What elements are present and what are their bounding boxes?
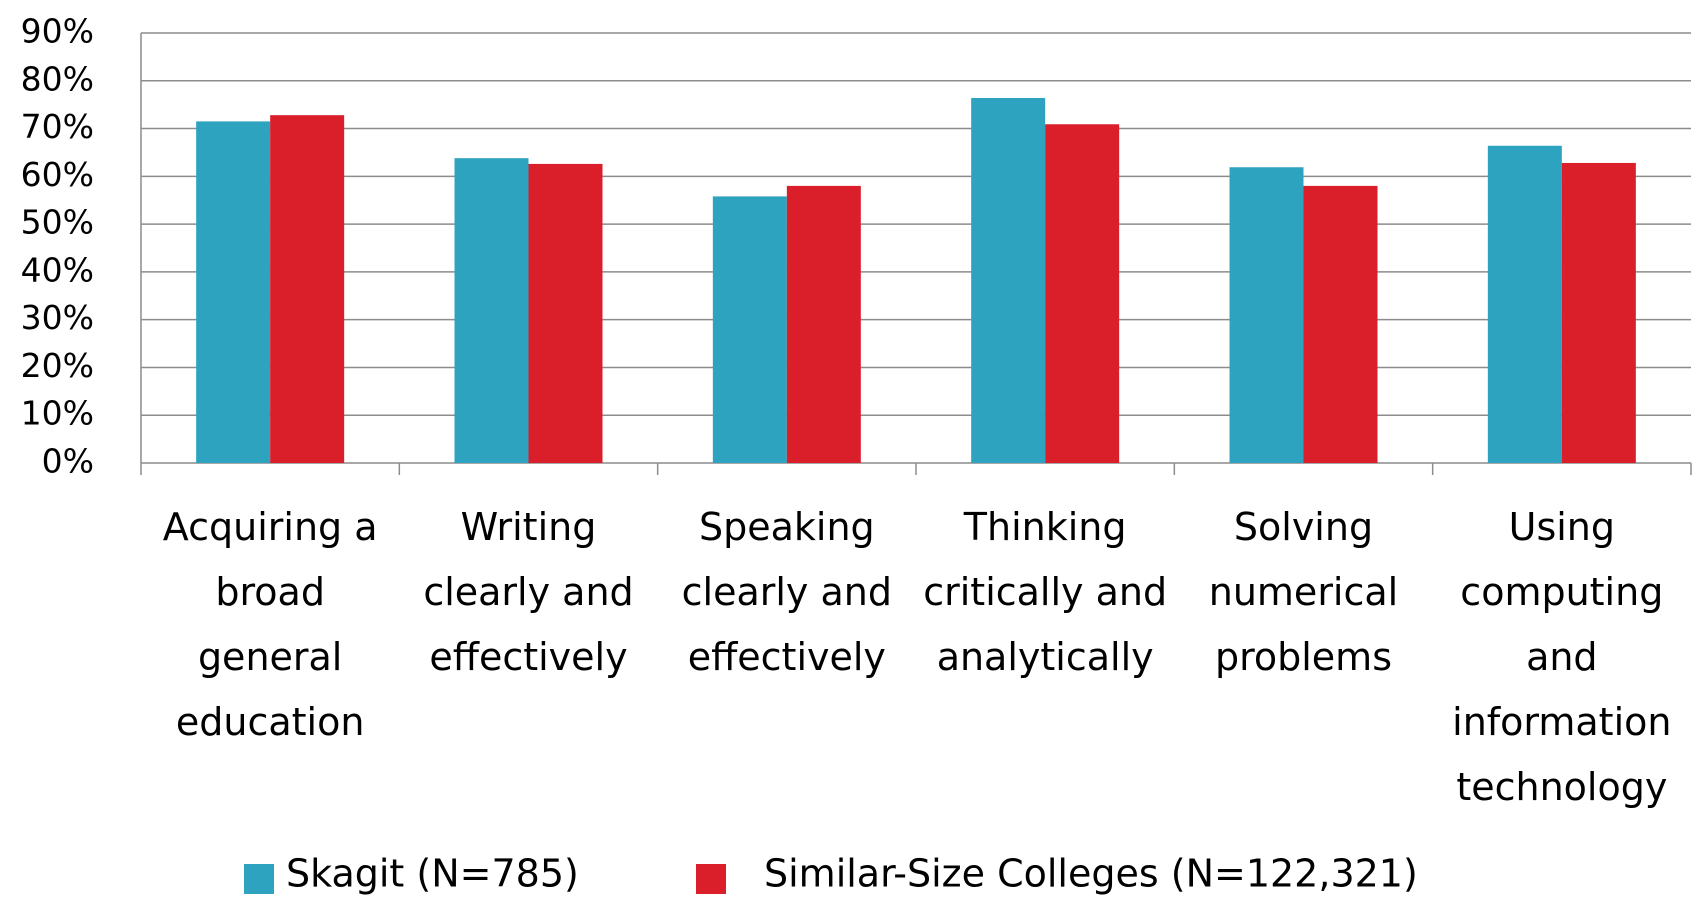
legend-label: Similar-Size Colleges (N=122,321) [764,852,1418,896]
y-tick-label: 20% [21,346,94,385]
bar [196,121,271,463]
legend-swatch [696,864,726,894]
bar [1045,124,1120,463]
y-tick-label: 10% [21,394,94,433]
legend-label: Skagit (N=785) [286,852,579,896]
bar [1487,145,1562,463]
bar [1303,185,1378,463]
y-tick-label: 50% [21,203,94,242]
x-tick-label: Acquiring a broad general education [162,505,378,744]
y-tick-label: 30% [21,298,94,337]
bar [1229,167,1304,463]
x-tick-label: Speaking clearly and effectively [681,505,892,679]
y-tick-label: 70% [21,107,94,146]
bar [712,196,787,463]
x-tick-label: Writing clearly and effectively [423,505,634,679]
bar [786,185,861,463]
y-tick-label: 80% [21,59,94,98]
x-tick-label: Thinking critically and analytically [923,505,1168,679]
x-tick-label: Solving numerical problems [1208,505,1399,679]
bar [270,115,345,463]
bar [1561,162,1636,463]
y-tick-label: 90% [21,12,94,51]
bar [454,158,529,463]
y-tick-label: 0% [42,442,94,481]
x-tick-label: Using computing and information technolo… [1452,505,1672,809]
legend-swatch [244,864,274,894]
bar [971,97,1046,463]
bar [528,163,603,463]
y-tick-label: 60% [21,155,94,194]
y-tick-label: 40% [21,250,94,289]
